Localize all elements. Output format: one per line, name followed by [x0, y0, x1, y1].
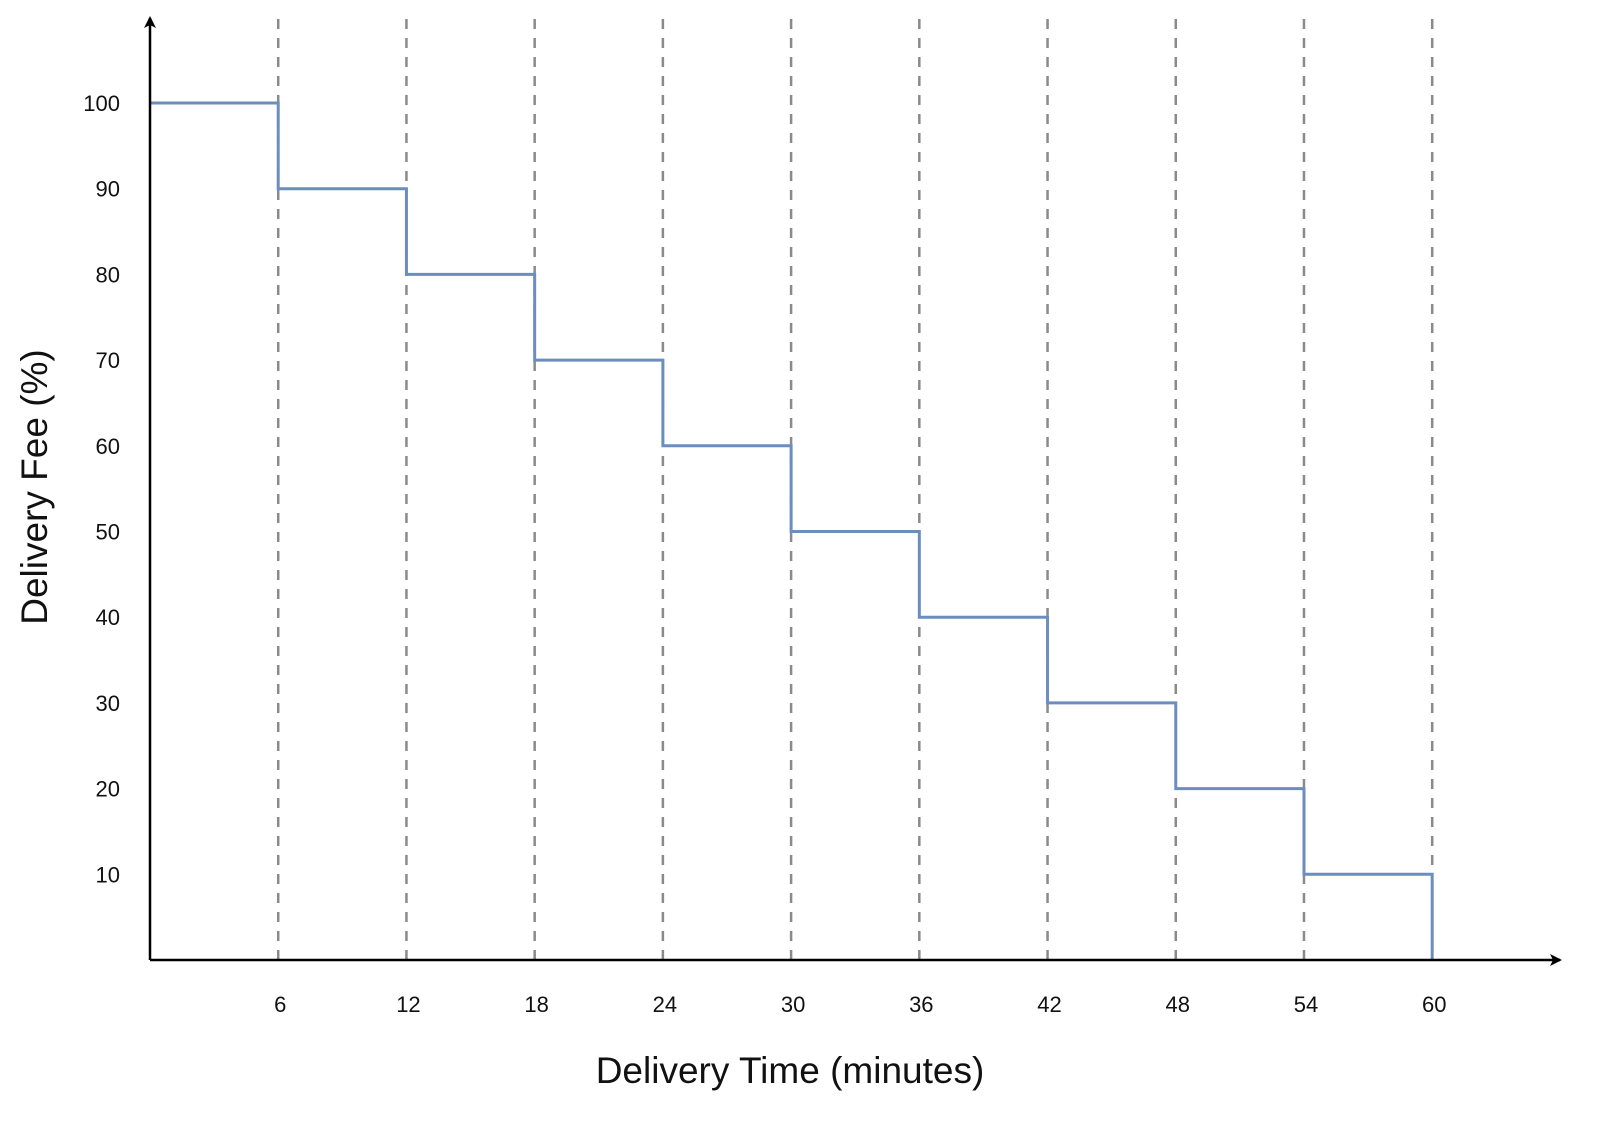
y-tick-label-20: 20: [96, 777, 120, 802]
y-tick-label-90: 90: [96, 177, 120, 202]
y-tick-labels: 10 20 30 40 50 60 70 80 90 100: [83, 91, 120, 887]
y-tick-label-70: 70: [96, 348, 120, 373]
y-tick-label-80: 80: [96, 262, 120, 287]
x-tick-label-18: 18: [524, 992, 548, 1017]
series-layer: [150, 101, 1434, 960]
y-tick-label-60: 60: [96, 434, 120, 459]
y-tick-label-50: 50: [96, 520, 120, 545]
grid-layer: [276, 18, 1434, 960]
x-tick-label-30: 30: [781, 992, 805, 1017]
x-tick-label-42: 42: [1037, 992, 1061, 1017]
y-tick-label-10: 10: [96, 862, 120, 887]
x-axis-title: Delivery Time (minutes): [596, 1050, 985, 1091]
x-tick-label-36: 36: [909, 992, 933, 1017]
x-tick-labels: 6 12 18 24 30 36 42 48 54 60: [274, 992, 1446, 1017]
y-tick-label-40: 40: [96, 605, 120, 630]
x-tick-label-54: 54: [1294, 992, 1318, 1017]
y-axis-title: Delivery Fee (%): [14, 349, 55, 625]
x-tick-label-12: 12: [396, 992, 420, 1017]
y-tick-label-30: 30: [96, 691, 120, 716]
x-tick-label-6: 6: [274, 992, 286, 1017]
y-tick-label-100: 100: [83, 91, 120, 116]
series-line-0: [150, 101, 1434, 960]
x-tick-label-48: 48: [1166, 992, 1190, 1017]
axis-layer: [144, 16, 1562, 966]
x-tick-label-60: 60: [1422, 992, 1446, 1017]
x-tick-label-24: 24: [653, 992, 677, 1017]
